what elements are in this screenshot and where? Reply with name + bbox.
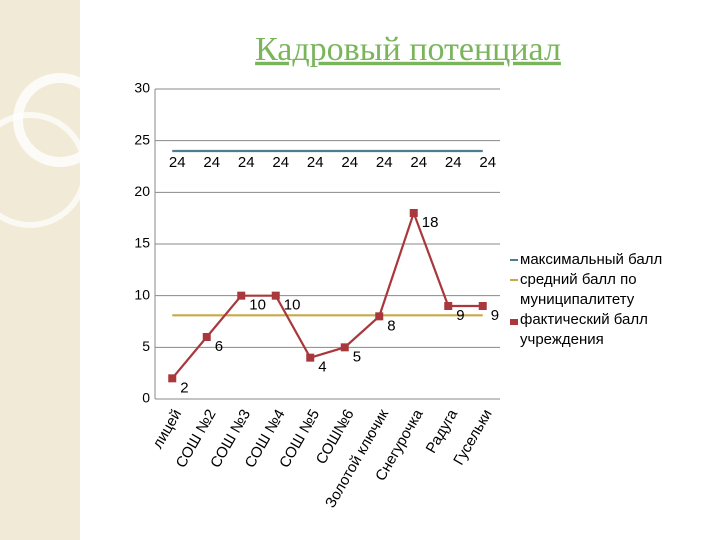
x-tick-label: лицей — [149, 406, 185, 451]
legend-entry: фактический балл учреждения — [510, 310, 710, 350]
marker — [202, 333, 211, 341]
data-label: 24 — [376, 154, 393, 171]
legend: максимальный балл средний балл по муницип… — [510, 250, 710, 350]
marker — [271, 291, 280, 300]
data-label: 24 — [272, 154, 289, 171]
marker — [478, 302, 487, 310]
data-label: 24 — [410, 154, 427, 171]
y-tick-label: 0 — [142, 390, 150, 406]
marker — [306, 353, 315, 362]
legend-key — [510, 319, 518, 325]
data-label: 9 — [456, 307, 464, 324]
data-label: 24 — [238, 154, 255, 171]
data-label: 2 — [180, 379, 188, 396]
y-tick-label: 15 — [134, 235, 150, 251]
legend-entry: максимальный балл — [510, 250, 710, 270]
legend-key — [510, 259, 518, 261]
marker — [409, 209, 418, 217]
y-tick-label: 10 — [134, 286, 150, 302]
data-label: 6 — [215, 338, 223, 355]
legend-entry: средний балл по муниципалитету — [510, 270, 710, 310]
y-tick-label: 20 — [134, 183, 150, 199]
y-tick-label: 30 — [134, 80, 150, 96]
data-label: 10 — [284, 297, 301, 314]
legend-label: средний балл по муниципалитету — [520, 271, 637, 308]
legend-label: фактический балл учреждения — [520, 311, 648, 348]
chart-title: Кадровый потенциал — [255, 31, 561, 68]
data-label: 24 — [169, 154, 186, 171]
marker — [375, 312, 384, 321]
data-label: 10 — [249, 297, 266, 314]
side-stripe — [0, 0, 80, 540]
y-tick-label: 25 — [134, 131, 150, 147]
data-label: 4 — [318, 359, 326, 376]
data-label: 24 — [203, 154, 220, 171]
series-line — [171, 209, 483, 380]
decor-circle — [13, 73, 107, 167]
data-label: 8 — [387, 317, 395, 334]
legend-key — [510, 279, 518, 281]
y-tick-label: 5 — [142, 338, 150, 354]
data-label: 18 — [422, 214, 439, 231]
data-label: 24 — [341, 154, 358, 171]
legend-label: максимальный балл — [520, 251, 663, 268]
data-label: 24 — [445, 154, 462, 171]
data-label: 24 — [307, 154, 324, 171]
data-label: 9 — [491, 307, 499, 324]
marker — [168, 374, 177, 383]
marker — [444, 302, 453, 310]
decor-circle — [0, 112, 88, 228]
marker — [237, 291, 246, 300]
marker — [340, 343, 349, 352]
data-label: 5 — [353, 348, 361, 365]
data-label: 24 — [479, 154, 496, 171]
